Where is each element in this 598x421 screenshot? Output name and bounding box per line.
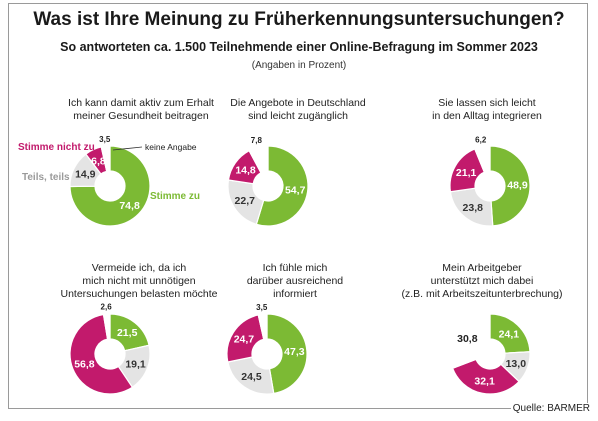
donut-5-label-stimme-nicht-zu: 24,7 <box>234 334 255 346</box>
donut-4-label-stimme-nicht-zu: 56,8 <box>74 359 95 371</box>
donut-5-label-stimme-zu: 47,3 <box>284 346 305 358</box>
donut-6-label-stimme-nicht-zu: 32,1 <box>474 375 495 387</box>
donut-5-label-teils-teils: 24,5 <box>241 371 262 383</box>
donut-6-label-keine-angabe: 30,8 <box>457 333 478 345</box>
donut-3-label-keine-angabe: 6,2 <box>475 135 487 144</box>
question-1: Ich kann damit aktiv zum Erhalt meiner G… <box>68 97 214 122</box>
unit-note: (Angaben in Prozent) <box>251 60 347 71</box>
legend-stimme-zu: Stimme zu <box>150 191 200 202</box>
donut-3-label-teils-teils: 23,8 <box>463 202 484 214</box>
donut-6-segment-stimme-nicht-zu <box>451 358 520 395</box>
legend-keine-angabe-leader <box>112 146 143 151</box>
donut-2-label-stimme-nicht-zu: 14,8 <box>235 165 256 177</box>
donut-1-segment-stimme-zu <box>69 145 151 227</box>
question-5: Ich fühle mich darüber ausreichend infor… <box>246 262 344 300</box>
donut-2-label-teils-teils: 22,7 <box>235 195 256 207</box>
question-6: Mein Arbeitgeber unterstützt mich dabei … <box>401 262 563 300</box>
donut-1-label-keine-angabe: 3,5 <box>99 135 111 144</box>
source-note: Quelle: BARMER <box>510 403 592 414</box>
donut-2-label-stimme-zu: 54,7 <box>285 185 306 197</box>
legend-teils-teils: Teils, teils <box>22 172 70 183</box>
donut-4-segment-keine-angabe <box>102 313 111 340</box>
chart-subtitle: So antworteten ca. 1.500 Teilnehmende ei… <box>60 40 538 54</box>
legend-keine-angabe: keine Angabe <box>145 142 197 152</box>
question-2: Die Angebote in Deutschland sind leicht … <box>230 97 366 122</box>
donut-2-label-keine-angabe: 7,8 <box>251 136 263 145</box>
donut-2-segment-keine-angabe <box>248 145 269 174</box>
donut-3-segment-stimme-zu <box>489 145 531 227</box>
donut-3-label-stimme-zu: 48,9 <box>507 180 528 192</box>
donut-1-label-teils-teils: 14,9 <box>75 168 96 180</box>
donut-4-label-keine-angabe: 2,6 <box>101 303 113 312</box>
donut-4-label-teils-teils: 19,1 <box>125 359 146 371</box>
donut-1-label-stimme-zu: 74,8 <box>119 200 140 212</box>
donut-6-label-stimme-zu: 24,1 <box>499 329 520 341</box>
donut-5-label-keine-angabe: 3,5 <box>256 303 268 312</box>
donut-6-label-teils-teils: 13,0 <box>506 358 527 370</box>
chart-frame <box>8 3 588 409</box>
donut-4-label-stimme-zu: 21,5 <box>117 327 138 339</box>
donut-5-segment-stimme-zu <box>266 313 308 395</box>
question-3: Sie lassen sich leicht in den Alltag int… <box>432 97 542 122</box>
legend-stimme-nicht-zu: Stimme nicht zu <box>18 142 95 153</box>
donut-4-segment-stimme-nicht-zu <box>69 313 134 395</box>
donut-1-segment-keine-angabe <box>100 145 111 173</box>
donut-3-segment-teils-teils <box>449 187 494 227</box>
donut-6-segment-keine-angabe <box>449 313 491 370</box>
donut-2-segment-stimme-zu <box>255 145 309 227</box>
donut-3-label-stimme-nicht-zu: 21,1 <box>456 167 477 179</box>
donut-5-segment-keine-angabe <box>257 313 268 341</box>
donut-1-label-stimme-nicht-zu: 6,8 <box>91 156 106 168</box>
donut-3-segment-keine-angabe <box>474 145 491 173</box>
question-4: Vermeide ich, da ich mich nicht mit unnö… <box>60 262 218 300</box>
chart-title: Was ist Ihre Meinung zu Früherkennungsun… <box>33 9 565 30</box>
